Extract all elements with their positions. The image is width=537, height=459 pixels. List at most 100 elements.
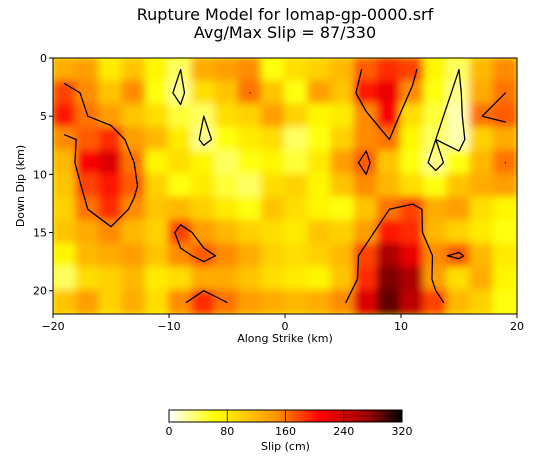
colorbar-tick-label: 80 — [220, 425, 234, 438]
slip-cell — [446, 80, 472, 106]
x-tick-label: −20 — [41, 320, 64, 333]
slip-cell — [376, 243, 402, 269]
slip-cell — [446, 289, 472, 314]
slip-cell — [353, 80, 379, 106]
slip-cell — [98, 103, 124, 129]
x-axis-label: Along Strike (km) — [237, 332, 333, 345]
colorbar-ticks: 0 80 160 240 320 — [166, 410, 413, 438]
slip-cell — [75, 289, 101, 314]
slip-cell — [492, 103, 517, 129]
slip-cell — [376, 103, 402, 129]
slip-cell — [98, 173, 124, 199]
slip-cell — [98, 58, 124, 83]
slip-cell — [446, 173, 472, 199]
slip-cell — [121, 219, 147, 246]
slip-cell — [307, 150, 333, 176]
slip-cell — [307, 243, 333, 269]
slip-cell — [144, 219, 170, 246]
slip-cell — [423, 80, 449, 106]
slip-cell — [237, 173, 263, 199]
slip-cell — [53, 266, 78, 292]
slip-cell — [53, 150, 78, 176]
slip-cell — [168, 150, 194, 176]
slip-cell — [237, 196, 263, 222]
slip-cell — [144, 173, 170, 199]
slip-cell — [400, 219, 426, 246]
slip-cell — [330, 196, 356, 222]
slip-cell — [168, 196, 194, 222]
slip-cell — [144, 289, 170, 314]
slip-cell — [492, 243, 517, 269]
slip-cell — [307, 266, 333, 292]
slip-cell — [237, 289, 263, 314]
slip-cell — [423, 219, 449, 246]
slip-cell — [98, 289, 124, 314]
slip-cell — [53, 289, 78, 314]
slip-cell — [330, 80, 356, 106]
slip-cell — [191, 243, 217, 269]
slip-cell — [237, 58, 263, 83]
slip-cell — [237, 266, 263, 292]
slip-cell — [53, 103, 78, 129]
slip-cell — [284, 58, 310, 83]
slip-cell — [144, 126, 170, 153]
slip-cell — [191, 150, 217, 176]
slip-cell — [446, 196, 472, 222]
slip-cell — [284, 150, 310, 176]
slip-cell — [121, 80, 147, 106]
slip-cell — [260, 289, 286, 314]
slip-cell — [284, 289, 310, 314]
slip-cell — [446, 219, 472, 246]
slip-cell — [469, 243, 495, 269]
slip-cell — [469, 126, 495, 153]
slip-contour-line — [172, 68, 466, 172]
slip-cell — [376, 80, 402, 106]
x-tick-label: 20 — [510, 320, 524, 333]
slip-cell — [423, 103, 449, 129]
slip-cell — [75, 126, 101, 153]
slip-cell — [469, 289, 495, 314]
slip-cell — [307, 289, 333, 314]
x-tick-label: 10 — [394, 320, 408, 333]
slip-cell — [423, 289, 449, 314]
slip-contours — [63, 68, 507, 304]
slip-cell — [237, 126, 263, 153]
slip-cell — [284, 219, 310, 246]
slip-cell — [168, 266, 194, 292]
y-axis: 0 5 10 15 20 — [33, 52, 53, 298]
slip-cell — [469, 150, 495, 176]
slip-cell — [376, 150, 402, 176]
slip-cell — [446, 126, 472, 153]
slip-cell — [168, 173, 194, 199]
slip-cell — [423, 173, 449, 199]
slip-cell — [75, 243, 101, 269]
slip-cell — [98, 80, 124, 106]
colorbar: 0 80 160 240 320 Slip (cm) — [166, 409, 413, 453]
y-axis-label: Down Dip (km) — [14, 145, 27, 227]
slip-cell — [400, 103, 426, 129]
y-tick-label: 5 — [40, 110, 47, 123]
colorbar-tick-label: 160 — [275, 425, 296, 438]
slip-cell — [121, 266, 147, 292]
slip-heatmap — [53, 58, 517, 314]
slip-cell — [330, 173, 356, 199]
slip-cell — [353, 173, 379, 199]
slip-cell — [423, 266, 449, 292]
slip-cell — [330, 219, 356, 246]
slip-cell — [53, 219, 78, 246]
slip-cell — [260, 80, 286, 106]
slip-cell — [423, 58, 449, 83]
slip-cell — [330, 58, 356, 83]
slip-cell — [284, 243, 310, 269]
slip-cell — [191, 80, 217, 106]
slip-cell — [330, 126, 356, 153]
slip-cell — [307, 219, 333, 246]
slip-cell — [53, 173, 78, 199]
slip-cell — [53, 126, 78, 153]
slip-cell — [284, 173, 310, 199]
slip-cell — [492, 219, 517, 246]
slip-cell — [400, 126, 426, 153]
slip-cell — [353, 243, 379, 269]
slip-cell — [75, 150, 101, 176]
